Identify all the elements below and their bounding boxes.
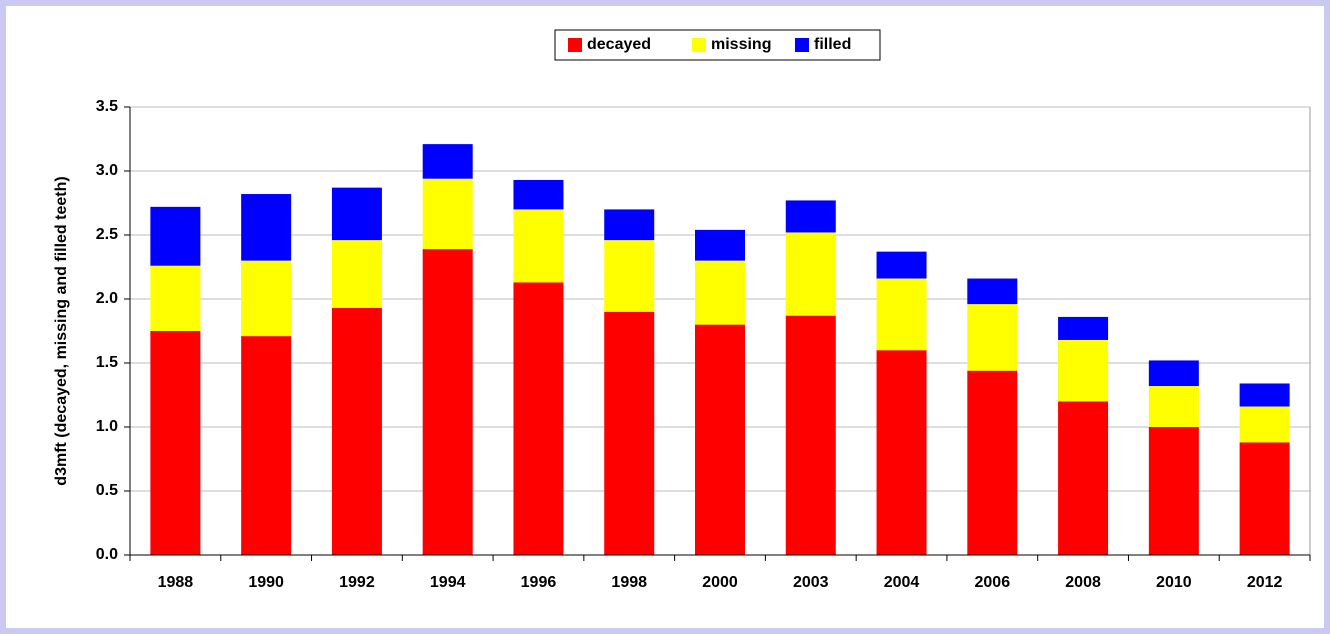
bar-segment <box>331 187 382 241</box>
bar-segment <box>150 331 201 555</box>
bar-segment <box>1148 427 1199 555</box>
bar-segment <box>1239 406 1290 443</box>
x-tick-label: 2004 <box>884 574 920 591</box>
bar-segment <box>1058 401 1109 555</box>
legend-swatch <box>568 38 582 52</box>
bar-segment <box>876 278 927 351</box>
bar-segment <box>331 240 382 308</box>
x-tick-label: 2010 <box>1156 574 1192 591</box>
bar-segment <box>1148 386 1199 427</box>
bar-segment <box>604 311 655 555</box>
bar-segment <box>785 315 836 555</box>
bar-segment <box>1148 360 1199 387</box>
y-tick-label: 2.0 <box>96 290 118 307</box>
x-tick-label: 1992 <box>339 574 375 591</box>
bar-segment <box>150 206 201 266</box>
x-tick-label: 2000 <box>702 574 738 591</box>
legend-swatch <box>795 38 809 52</box>
x-tick-label: 2006 <box>975 574 1011 591</box>
y-tick-label: 1.5 <box>96 354 118 371</box>
x-tick-label: 2008 <box>1065 574 1101 591</box>
bar-segment <box>150 265 201 331</box>
x-tick-label: 2003 <box>793 574 829 591</box>
bar-segment <box>513 209 564 283</box>
legend-label: decayed <box>587 36 651 53</box>
bar-segment <box>513 179 564 210</box>
x-tick-label: 1994 <box>430 574 466 591</box>
y-tick-label: 0.0 <box>96 546 118 563</box>
y-tick-label: 1.0 <box>96 418 118 435</box>
bar-segment <box>695 260 745 325</box>
bar-segment <box>422 249 473 555</box>
bar-segment <box>967 304 1018 371</box>
x-tick-label: 2012 <box>1247 574 1283 591</box>
bar-segment <box>331 307 382 555</box>
bar-segment <box>1239 383 1290 407</box>
bar-segment <box>1239 442 1290 555</box>
bar-segment <box>241 336 292 555</box>
bar-segment <box>1058 316 1109 340</box>
bar-segment <box>876 350 927 555</box>
bar-segment <box>513 282 564 555</box>
bar-segment <box>422 144 473 179</box>
bar-segment <box>967 370 1018 555</box>
bar-segment <box>604 240 655 312</box>
bar-segment <box>422 178 473 250</box>
bar-segment <box>241 194 292 261</box>
legend-swatch <box>692 38 706 52</box>
bar-segment <box>695 324 745 555</box>
bar-segment <box>604 209 655 241</box>
x-tick-label: 1996 <box>521 574 557 591</box>
bar-segment <box>785 232 836 316</box>
y-tick-label: 2.5 <box>96 226 118 243</box>
bar-segment <box>695 229 745 261</box>
legend-label: filled <box>814 36 851 53</box>
x-tick-label: 1990 <box>248 574 284 591</box>
bar-segment <box>967 278 1018 305</box>
bar-segment <box>785 200 836 233</box>
legend-label: missing <box>711 36 771 53</box>
x-tick-label: 1988 <box>158 574 194 591</box>
y-tick-label: 0.5 <box>96 482 118 499</box>
y-tick-label: 3.0 <box>96 162 118 179</box>
x-tick-label: 1998 <box>611 574 647 591</box>
bar-segment <box>876 251 927 279</box>
bar-segment <box>241 260 292 337</box>
legend <box>554 29 881 61</box>
y-axis-title: d3mft (decayed, missing and filled teeth… <box>53 176 70 485</box>
bar-segment <box>1058 339 1109 402</box>
y-tick-label: 3.5 <box>96 98 118 115</box>
